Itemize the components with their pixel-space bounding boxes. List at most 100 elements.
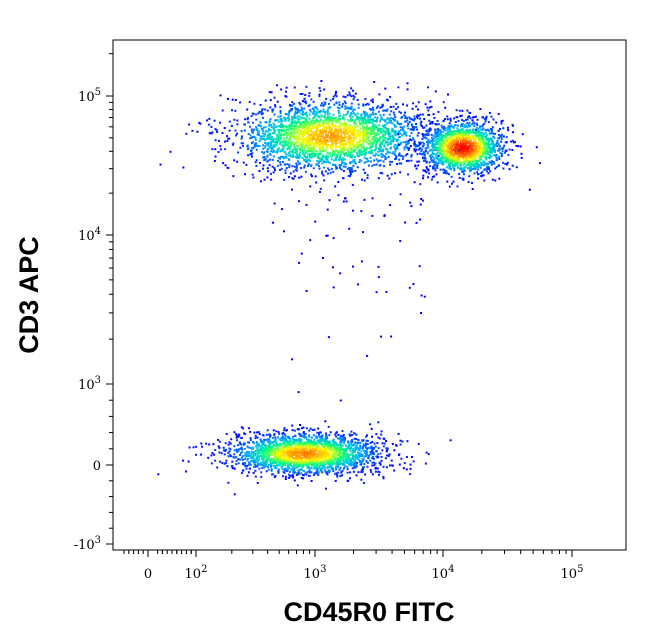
data-point — [365, 141, 368, 144]
data-point — [382, 154, 385, 157]
data-point — [252, 141, 254, 144]
data-point — [376, 127, 379, 129]
data-point — [435, 173, 438, 176]
data-point — [353, 133, 356, 135]
data-point — [479, 133, 482, 136]
data-point — [296, 440, 299, 443]
data-point — [425, 137, 428, 140]
data-point — [310, 98, 313, 101]
data-point — [472, 168, 475, 171]
data-point — [388, 113, 391, 116]
data-point — [323, 156, 326, 159]
data-point — [346, 154, 349, 157]
data-point — [323, 101, 326, 104]
data-point — [423, 160, 425, 162]
data-point — [511, 164, 514, 167]
data-point — [470, 136, 473, 138]
data-point — [465, 164, 468, 167]
data-point — [290, 143, 293, 146]
data-point — [371, 125, 374, 128]
data-point — [335, 142, 338, 145]
data-point — [364, 127, 367, 130]
data-point — [404, 116, 407, 119]
data-point — [273, 143, 276, 146]
data-point — [431, 136, 433, 139]
data-point — [336, 137, 339, 140]
data-point — [327, 160, 329, 163]
data-point — [249, 430, 252, 433]
data-point — [246, 474, 249, 477]
data-point — [354, 156, 356, 158]
data-point — [352, 159, 355, 162]
data-point — [366, 116, 369, 119]
data-point — [403, 125, 406, 128]
data-point — [440, 135, 443, 138]
data-point — [329, 106, 332, 109]
data-point — [482, 164, 485, 166]
data-point — [309, 123, 312, 126]
data-point — [318, 115, 320, 118]
data-point — [446, 118, 449, 121]
data-point — [332, 456, 335, 459]
data-point — [309, 152, 312, 155]
data-point — [294, 148, 297, 151]
data-point — [319, 118, 322, 121]
data-point — [479, 150, 482, 153]
data-point — [363, 179, 366, 182]
data-point — [385, 440, 388, 442]
data-point — [285, 86, 288, 89]
data-point — [350, 107, 353, 110]
data-point — [288, 111, 291, 114]
data-point — [459, 164, 462, 167]
data-point — [343, 465, 346, 468]
data-point — [376, 160, 379, 163]
data-point — [351, 119, 354, 122]
data-point — [318, 111, 321, 114]
data-point — [449, 439, 452, 442]
data-point — [407, 173, 410, 176]
data-point — [329, 99, 332, 102]
data-point — [487, 151, 490, 153]
data-point — [298, 157, 301, 160]
data-point — [292, 131, 295, 134]
data-point — [218, 447, 221, 449]
data-point — [457, 128, 460, 131]
data-point — [280, 132, 283, 135]
data-point — [282, 128, 285, 131]
data-point — [512, 141, 515, 144]
data-point — [344, 102, 347, 105]
data-point — [407, 139, 410, 142]
data-point — [473, 139, 476, 141]
data-point — [353, 158, 356, 161]
data-point — [334, 135, 337, 138]
data-point — [359, 159, 361, 161]
data-point — [313, 440, 316, 443]
data-point — [313, 448, 316, 451]
data-point — [384, 130, 386, 133]
data-point — [464, 125, 467, 128]
data-point — [314, 155, 316, 157]
data-point — [379, 463, 382, 466]
data-point — [253, 102, 256, 105]
data-point — [458, 167, 461, 170]
data-point — [363, 156, 366, 159]
data-point — [436, 164, 439, 167]
data-point — [375, 146, 378, 149]
data-point — [458, 146, 460, 149]
data-point — [362, 118, 365, 120]
data-point — [328, 162, 331, 164]
data-point — [445, 170, 448, 173]
data-point — [346, 125, 348, 128]
data-point — [282, 141, 285, 144]
data-point — [495, 142, 498, 145]
data-point — [200, 453, 203, 456]
data-point — [366, 135, 369, 138]
data-point — [472, 121, 475, 124]
data-point — [291, 136, 294, 139]
data-point — [444, 156, 447, 159]
data-point — [433, 175, 436, 178]
data-point — [443, 125, 446, 128]
data-point — [409, 467, 412, 470]
data-point — [474, 168, 477, 171]
data-point — [240, 472, 243, 475]
